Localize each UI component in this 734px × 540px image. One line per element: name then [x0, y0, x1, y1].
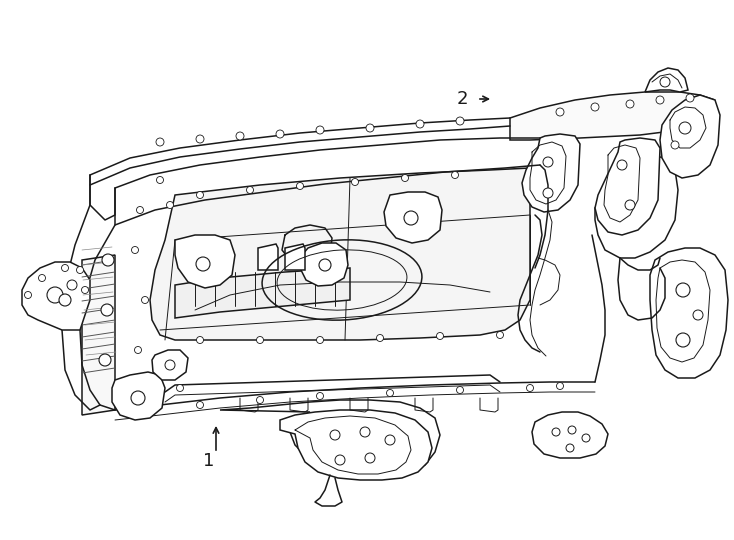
Polygon shape	[522, 134, 580, 212]
Circle shape	[197, 402, 203, 408]
Polygon shape	[175, 268, 350, 318]
Circle shape	[568, 426, 576, 434]
Circle shape	[165, 360, 175, 370]
Circle shape	[625, 200, 635, 210]
Circle shape	[145, 392, 151, 399]
Circle shape	[416, 120, 424, 128]
Circle shape	[385, 435, 395, 445]
Polygon shape	[595, 155, 678, 258]
Circle shape	[131, 391, 145, 405]
Polygon shape	[152, 350, 188, 380]
Polygon shape	[22, 262, 90, 330]
Polygon shape	[384, 192, 442, 243]
Polygon shape	[660, 95, 720, 178]
Circle shape	[676, 283, 690, 297]
Polygon shape	[258, 244, 278, 270]
Circle shape	[99, 354, 111, 366]
Circle shape	[67, 280, 77, 290]
Circle shape	[297, 183, 303, 190]
Circle shape	[47, 287, 63, 303]
Circle shape	[457, 387, 463, 394]
Circle shape	[556, 108, 564, 116]
Circle shape	[256, 396, 264, 403]
Circle shape	[176, 384, 184, 391]
Polygon shape	[82, 255, 115, 415]
Circle shape	[365, 453, 375, 463]
Circle shape	[81, 287, 89, 294]
Circle shape	[276, 130, 284, 138]
Polygon shape	[645, 68, 688, 92]
Circle shape	[626, 100, 634, 108]
Circle shape	[101, 304, 113, 316]
Circle shape	[387, 389, 393, 396]
Circle shape	[62, 265, 68, 272]
Circle shape	[591, 103, 599, 111]
Polygon shape	[112, 372, 165, 420]
Circle shape	[335, 455, 345, 465]
Circle shape	[543, 157, 553, 167]
Circle shape	[256, 336, 264, 343]
Text: 2: 2	[457, 90, 468, 108]
Circle shape	[330, 430, 340, 440]
Circle shape	[366, 124, 374, 132]
Circle shape	[236, 132, 244, 140]
Circle shape	[196, 135, 204, 143]
Circle shape	[552, 428, 560, 436]
Circle shape	[102, 254, 114, 266]
Circle shape	[197, 192, 203, 199]
Circle shape	[679, 122, 691, 134]
Circle shape	[316, 393, 324, 400]
Circle shape	[401, 174, 409, 181]
Circle shape	[59, 294, 71, 306]
Circle shape	[196, 257, 210, 271]
Circle shape	[24, 292, 32, 299]
Circle shape	[404, 211, 418, 225]
Polygon shape	[300, 243, 348, 286]
Circle shape	[316, 336, 324, 343]
Circle shape	[134, 347, 142, 354]
Circle shape	[377, 334, 383, 341]
Circle shape	[582, 434, 590, 442]
Circle shape	[352, 179, 358, 186]
Circle shape	[137, 206, 144, 213]
Circle shape	[526, 384, 534, 391]
Circle shape	[319, 259, 331, 271]
Circle shape	[197, 336, 203, 343]
Circle shape	[617, 160, 627, 170]
Polygon shape	[595, 138, 660, 235]
Circle shape	[543, 188, 553, 198]
Circle shape	[76, 267, 84, 273]
Polygon shape	[510, 92, 715, 140]
Circle shape	[686, 94, 694, 102]
Polygon shape	[175, 235, 235, 288]
Polygon shape	[150, 168, 530, 340]
Circle shape	[496, 332, 504, 339]
Circle shape	[156, 138, 164, 146]
Circle shape	[38, 274, 46, 281]
Circle shape	[556, 382, 564, 389]
Polygon shape	[650, 248, 728, 378]
Circle shape	[451, 172, 459, 179]
Polygon shape	[280, 410, 432, 480]
Circle shape	[131, 246, 139, 253]
Text: 1: 1	[203, 452, 214, 470]
Circle shape	[676, 333, 690, 347]
Polygon shape	[220, 400, 440, 475]
Circle shape	[360, 427, 370, 437]
Polygon shape	[285, 244, 305, 270]
Circle shape	[247, 186, 253, 193]
Circle shape	[437, 333, 443, 340]
Circle shape	[671, 141, 679, 149]
Circle shape	[656, 96, 664, 104]
Circle shape	[660, 77, 670, 87]
Circle shape	[693, 310, 703, 320]
Circle shape	[156, 177, 164, 184]
Circle shape	[316, 126, 324, 134]
Circle shape	[167, 201, 173, 208]
Polygon shape	[532, 412, 608, 458]
Circle shape	[456, 117, 464, 125]
Circle shape	[566, 444, 574, 452]
Circle shape	[142, 296, 148, 303]
